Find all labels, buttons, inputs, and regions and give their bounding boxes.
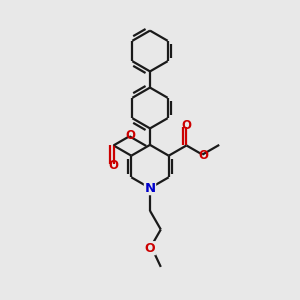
Text: O: O	[198, 149, 208, 162]
Text: O: O	[109, 159, 118, 172]
Text: O: O	[145, 242, 155, 255]
Text: N: N	[144, 182, 156, 195]
Text: O: O	[125, 129, 136, 142]
Text: O: O	[182, 119, 191, 132]
